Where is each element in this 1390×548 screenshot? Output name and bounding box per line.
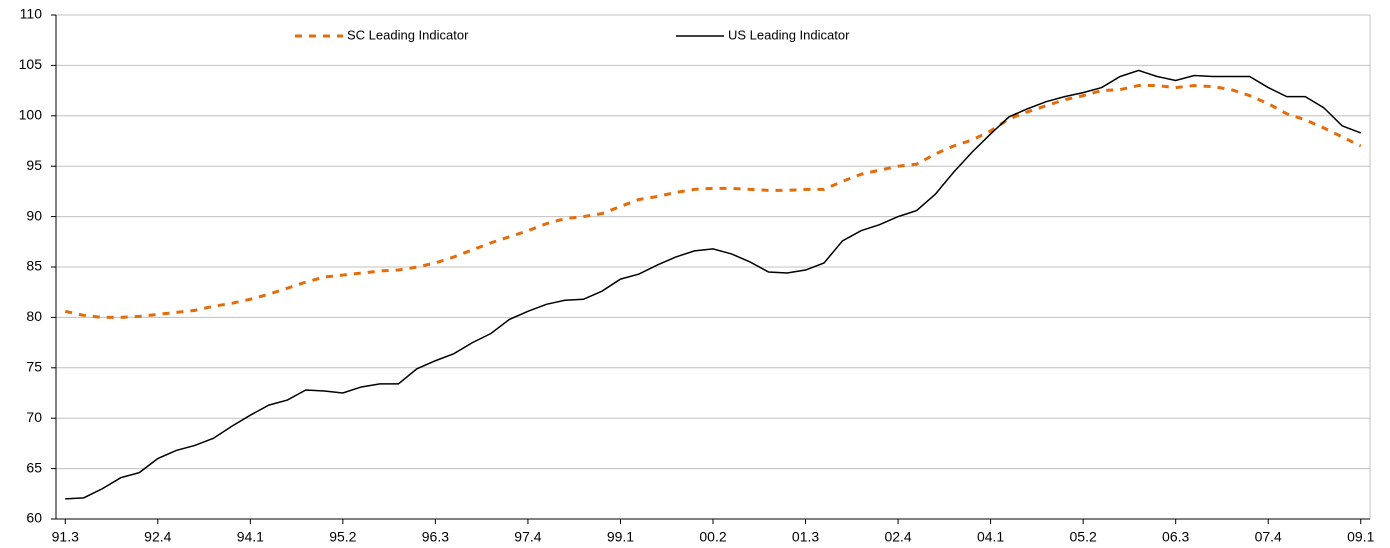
- y-tick-label: 85: [26, 258, 42, 274]
- x-tick-label: 96.3: [422, 529, 449, 545]
- x-tick-label: 91.3: [52, 529, 79, 545]
- x-tick-label: 95.2: [329, 529, 356, 545]
- legend-label: US Leading Indicator: [728, 27, 850, 42]
- x-tick-label: 06.3: [1162, 529, 1189, 545]
- x-tick-label: 94.1: [237, 529, 264, 545]
- legend: SC Leading Indicator US Leading Indicator: [295, 27, 850, 42]
- y-tick-label: 110: [20, 6, 43, 22]
- y-tick-label: 70: [26, 409, 42, 425]
- y-tick-label: 100: [19, 107, 43, 123]
- x-tick-label: 99.1: [607, 529, 634, 545]
- y-tick-label: 95: [26, 157, 42, 173]
- x-tick-label: 05.2: [1070, 529, 1097, 545]
- series-line: [64, 84, 1362, 319]
- y-tick-label: 90: [26, 207, 42, 223]
- x-tick-label: 00.2: [699, 529, 726, 545]
- y-tick-label: 80: [26, 308, 42, 324]
- y-tick-label: 60: [26, 510, 42, 526]
- x-tick-label: 09.1: [1347, 529, 1374, 545]
- series-line: [65, 69, 1362, 500]
- y-tick-label: 75: [26, 359, 42, 375]
- x-tick-label: 02.4: [884, 529, 911, 545]
- x-tick-label: 97.4: [514, 529, 541, 545]
- x-tick-label: 04.1: [977, 529, 1004, 545]
- legend-label: SC Leading Indicator: [347, 27, 469, 42]
- x-tick-label: 92.4: [144, 529, 171, 545]
- x-tick-label: 01.3: [792, 529, 819, 545]
- y-tick-label: 105: [19, 56, 43, 72]
- y-tick-label: 65: [26, 459, 42, 475]
- x-tick-label: 07.4: [1255, 529, 1282, 545]
